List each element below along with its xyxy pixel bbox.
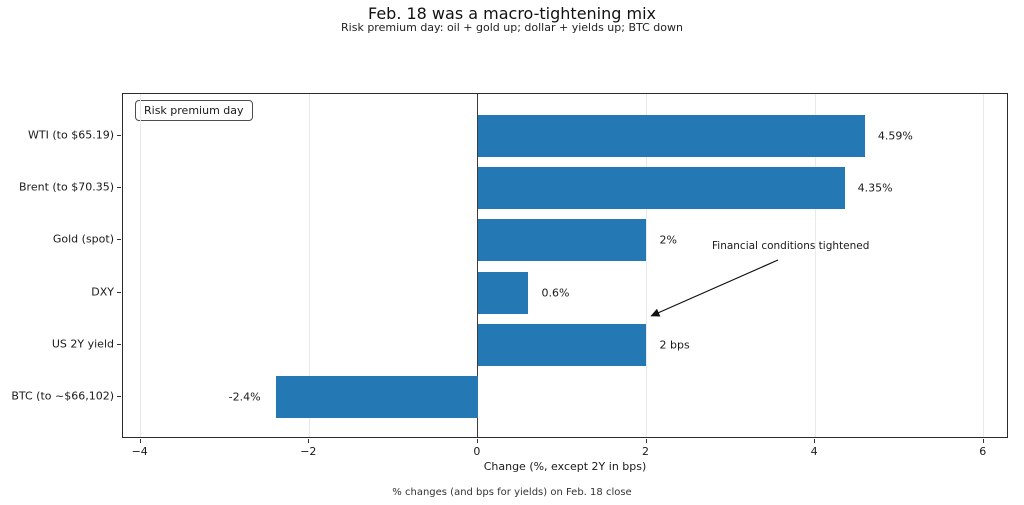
y-tick-label: Gold (spot) [52, 232, 114, 246]
y-tick-mark [117, 343, 121, 345]
bar [275, 376, 478, 419]
bar [477, 323, 647, 366]
y-tick-label: BTC (to ~$66,102) [11, 389, 114, 403]
y-tick-label: US 2Y yield [51, 337, 114, 351]
bar-value-label: -2.4% [228, 390, 261, 404]
legend-label: Risk premium day [144, 104, 244, 117]
y-tick-label: DXY [91, 285, 114, 299]
x-tick-label: −4 [131, 445, 148, 458]
y-tick-label: WTI (to $65.19) [28, 128, 114, 142]
y-tick-mark [117, 239, 121, 241]
bar [477, 167, 845, 210]
bar-value-label: 4.59% [877, 129, 913, 143]
x-tick-mark [308, 439, 310, 443]
y-tick-mark [117, 291, 121, 293]
legend: Risk premium day [135, 100, 253, 121]
x-tick-mark [814, 439, 816, 443]
chart-title: Feb. 18 was a macro-tightening mix [367, 4, 657, 23]
annotation-text: Financial conditions tightened [712, 240, 870, 252]
x-tick-mark [645, 439, 647, 443]
zero-line [477, 94, 479, 437]
bar [477, 271, 529, 314]
x-axis-label: Change (%, except 2Y in bps) [483, 460, 647, 473]
bar-value-label: 0.6% [541, 286, 570, 300]
x-tick-mark [476, 439, 478, 443]
x-tick-label: 4 [810, 445, 818, 458]
y-tick-mark [117, 396, 121, 398]
y-tick-label: Brent (to $70.35) [19, 180, 114, 194]
x-tick-label: −2 [300, 445, 317, 458]
bar-value-label: 2% [659, 233, 677, 247]
bar [477, 114, 865, 157]
plot-area: Risk premium day 4.59% 4.35% 2% 0.6% 2 bps -2… [122, 93, 1008, 438]
gridline [646, 94, 647, 437]
x-tick-mark [982, 439, 984, 443]
footer-note: % changes (and bps for yields) on Feb. 1… [392, 487, 632, 498]
bar-value-label: 4.35% [857, 181, 893, 195]
gridline [140, 94, 142, 437]
chart-subtitle: Risk premium day: oil + gold up; dollar … [341, 21, 683, 34]
y-tick-mark [117, 134, 121, 136]
y-tick-mark [117, 187, 121, 189]
gridline [814, 94, 816, 437]
bar [477, 219, 647, 262]
x-tick-label: 2 [642, 445, 649, 458]
x-tick-label: 0 [473, 445, 481, 458]
bar-value-label: 2 bps [659, 338, 690, 352]
x-tick-mark [139, 439, 141, 443]
x-tick-label: 6 [979, 445, 987, 458]
gridline [983, 94, 985, 437]
gridline [308, 94, 310, 437]
